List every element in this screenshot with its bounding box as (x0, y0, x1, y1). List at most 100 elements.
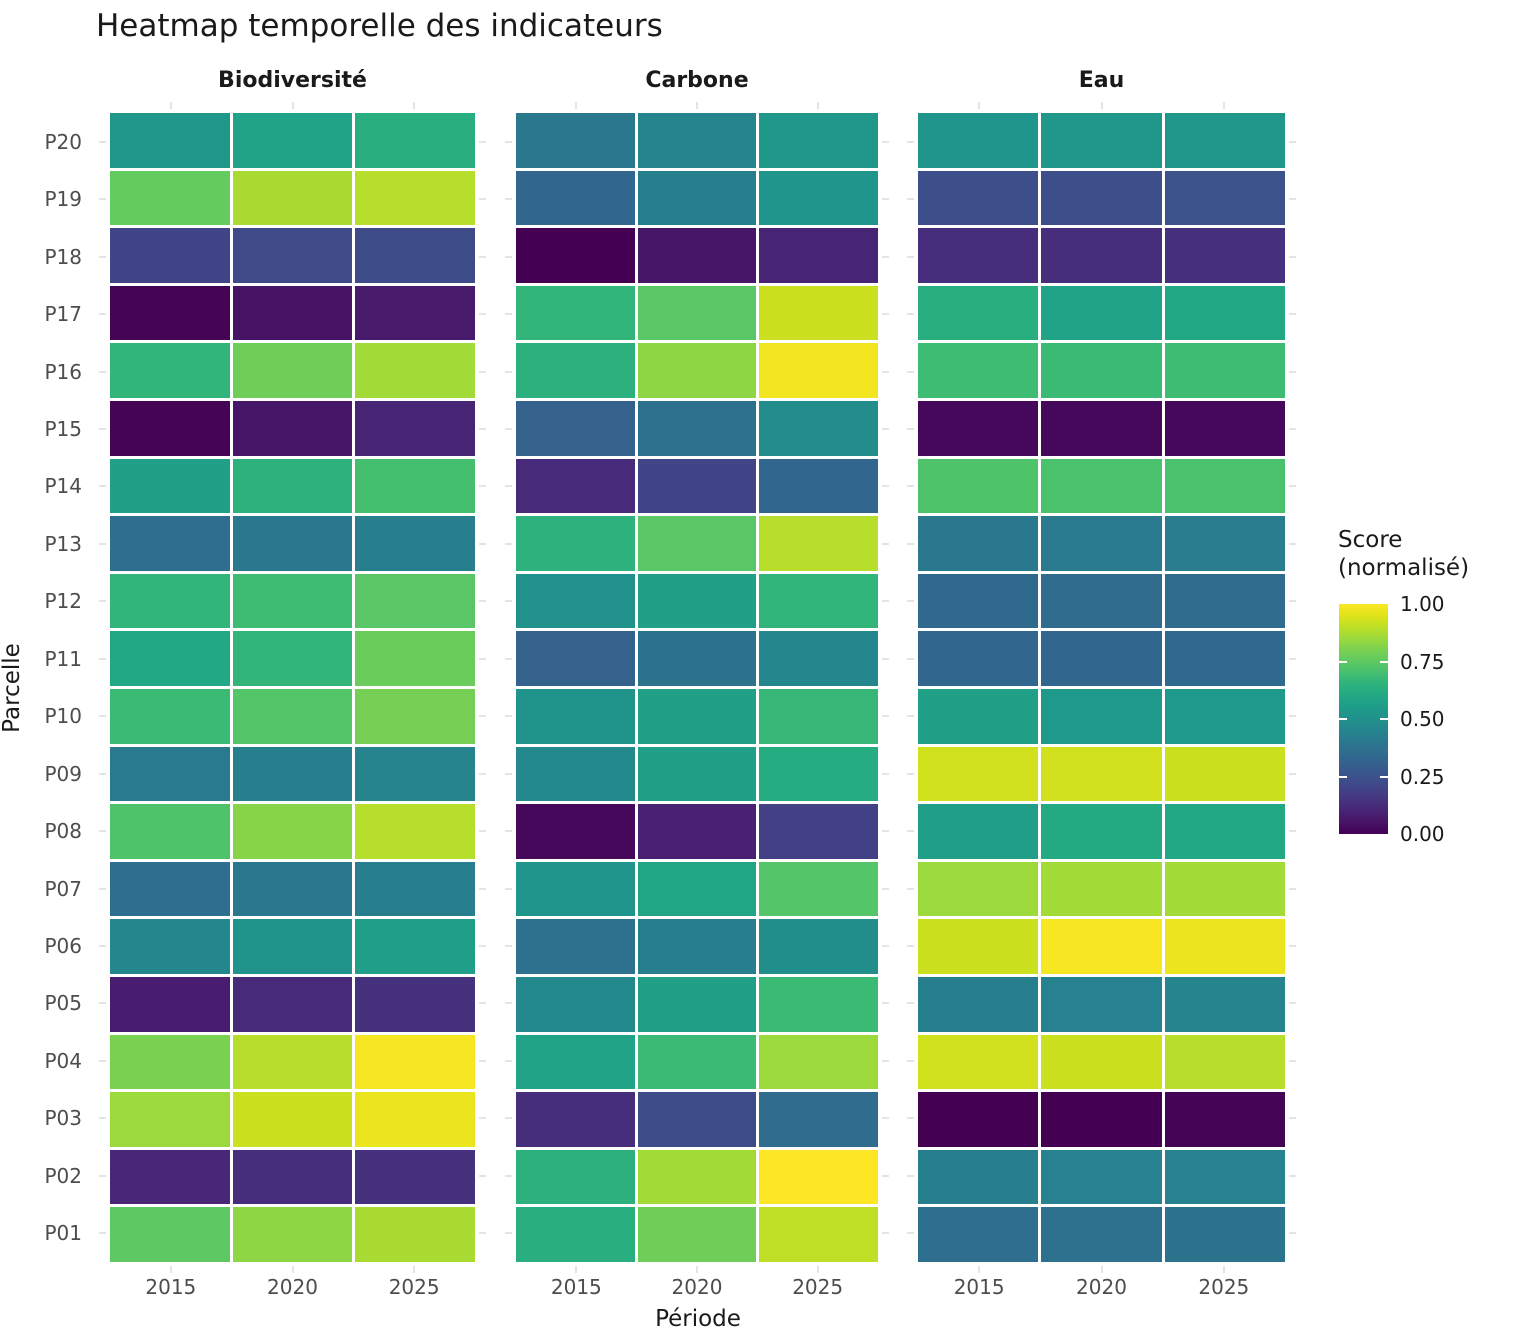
heatmap-cell (1041, 343, 1162, 398)
heatmap-cell (516, 804, 635, 859)
heatmap-cell (232, 1149, 353, 1205)
heatmap-cell (516, 919, 635, 974)
heatmap-cell (232, 228, 353, 283)
axis-tick (505, 657, 512, 660)
heatmap-cell (1164, 170, 1285, 226)
heatmap-cell (110, 1207, 230, 1262)
heatmap-cell (918, 976, 1039, 1032)
heatmap-cell (232, 1092, 353, 1147)
axis-tick (99, 427, 106, 430)
heatmap-cell (759, 861, 878, 917)
x-tick-label-2015: 2015 (953, 1275, 1005, 1299)
axis-tick (479, 1174, 486, 1177)
axis-tick (505, 772, 512, 775)
axis-tick (505, 542, 512, 545)
axis-tick (99, 1059, 106, 1062)
axis-tick (882, 485, 889, 488)
axis-tick (479, 1059, 486, 1062)
y-tick-label-p09: P09 (44, 761, 82, 786)
axis-tick (907, 313, 914, 316)
facet-title-1: Carbone (645, 68, 749, 93)
heatmap-cell (110, 976, 230, 1032)
heatmap-cell (918, 688, 1039, 744)
heatmap-cell (516, 573, 635, 629)
heatmap-cell (759, 976, 878, 1032)
axis-tick (479, 313, 486, 316)
axis-tick (479, 830, 486, 833)
axis-tick (882, 542, 889, 545)
axis-tick (99, 1002, 106, 1005)
axis-tick (978, 1266, 981, 1273)
y-tick-label-p05: P05 (44, 991, 82, 1016)
axis-tick (99, 542, 106, 545)
heatmap-cell (1164, 285, 1285, 341)
heatmap-cell (355, 113, 475, 168)
x-axis-title: Période (655, 1306, 741, 1332)
heatmap-cell (1164, 343, 1285, 398)
heatmap-cell (516, 516, 635, 571)
axis-tick (907, 772, 914, 775)
heatmap-cell (637, 458, 757, 514)
heatmap-cell (355, 1092, 475, 1147)
axis-tick (907, 427, 914, 430)
heatmap-cell (110, 919, 230, 974)
heatmap-cell (355, 516, 475, 571)
heatmap-cell (232, 688, 353, 744)
axis-tick (99, 1117, 106, 1120)
heatmap-cell (637, 228, 757, 283)
heatmap-cell (1164, 919, 1285, 974)
heatmap-cell (110, 458, 230, 514)
heatmap-cell (110, 170, 230, 226)
axis-tick (907, 945, 914, 948)
heatmap-cell (1041, 573, 1162, 629)
heatmap-cell (516, 343, 635, 398)
y-tick-label-p20: P20 (44, 129, 82, 154)
heatmap-panel-2 (918, 113, 1285, 1262)
legend-title-line2: (normalisé) (1338, 555, 1470, 582)
axis-tick (978, 102, 981, 109)
axis-tick (99, 198, 106, 201)
y-tick-label-p08: P08 (44, 819, 82, 844)
heatmap-cell (918, 573, 1039, 629)
axis-tick (99, 887, 106, 890)
axis-tick (882, 313, 889, 316)
axis-tick (882, 945, 889, 948)
heatmap-cell (1041, 804, 1162, 859)
axis-tick (907, 1174, 914, 1177)
heatmap-cell (918, 113, 1039, 168)
heatmap-panel-1 (516, 113, 878, 1262)
heatmap-cell (759, 688, 878, 744)
axis-tick (907, 830, 914, 833)
heatmap-cell (232, 573, 353, 629)
heatmap-cell (110, 285, 230, 341)
legend-bar-tick (1380, 775, 1388, 778)
axis-tick (907, 140, 914, 143)
heatmap-cell (1164, 861, 1285, 917)
heatmap-cell (918, 631, 1039, 686)
heatmap-cell (232, 516, 353, 571)
heatmap-cell (759, 400, 878, 456)
axis-tick (99, 485, 106, 488)
heatmap-cell (232, 804, 353, 859)
y-tick-label-p17: P17 (44, 302, 82, 327)
heatmap-cell (232, 285, 353, 341)
heatmap-cell (759, 1207, 878, 1262)
heatmap-cell (637, 516, 757, 571)
axis-tick (505, 945, 512, 948)
axis-tick (1289, 945, 1296, 948)
axis-tick (505, 370, 512, 373)
axis-tick (1289, 600, 1296, 603)
axis-tick (505, 485, 512, 488)
axis-tick (479, 140, 486, 143)
axis-tick (1289, 485, 1296, 488)
heatmap-cell (918, 170, 1039, 226)
axis-tick (99, 945, 106, 948)
y-tick-label-p14: P14 (44, 474, 82, 499)
axis-tick (1289, 1117, 1296, 1120)
axis-tick (907, 600, 914, 603)
heatmap-cell (637, 400, 757, 456)
y-tick-label-p04: P04 (44, 1048, 82, 1073)
heatmap-cell (637, 688, 757, 744)
axis-tick (696, 102, 698, 109)
